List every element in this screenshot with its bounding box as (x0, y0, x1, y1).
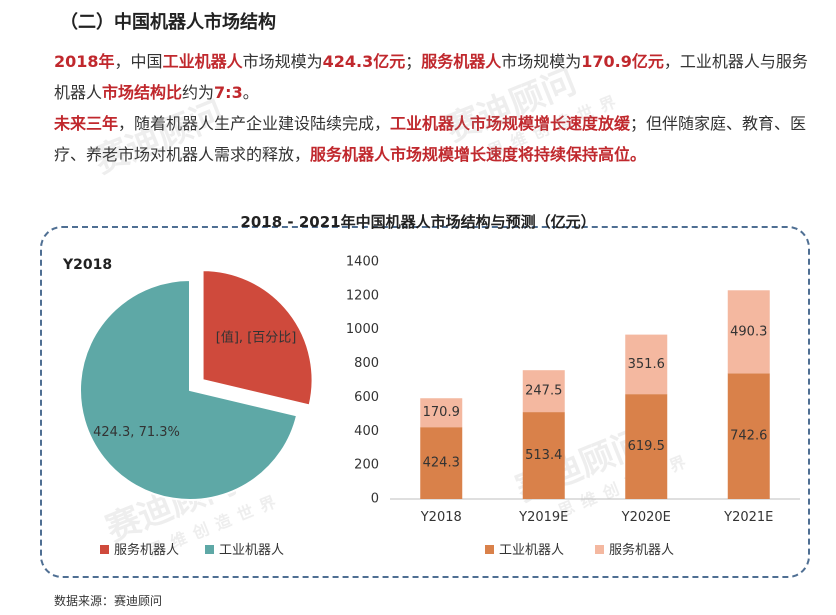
body-text: 市场规模为 (242, 52, 323, 71)
bar-segment (522, 412, 565, 499)
highlight-text: 服务机器人 (421, 52, 502, 71)
section-title: （二）中国机器人市场结构 (60, 12, 276, 33)
paragraph-outlook: 未来三年，随着机器人生产企业建设陆续完成，工业机器人市场规模增长速度放缓；但伴随… (54, 108, 814, 170)
chart-frame (40, 226, 810, 578)
bar-data-label: 619.5 (628, 439, 665, 454)
y-tick-label: 1000 (346, 322, 379, 337)
x-tick-label: Y2021E (723, 510, 773, 525)
x-tick-label: Y2020E (621, 510, 671, 525)
body-text: 约为 (182, 83, 215, 102)
bar-data-label: 170.9 (423, 405, 460, 420)
bar-data-label: 424.3 (423, 456, 460, 471)
bar-segment (625, 394, 668, 499)
y-tick-label: 1400 (346, 255, 379, 270)
highlight-text: 2018年 (54, 52, 115, 71)
legend-label: 服务机器人 (609, 542, 674, 558)
body-text: 。 (242, 83, 259, 102)
y-tick-label: 600 (354, 390, 379, 405)
pie-slice-label: [值], [百分比] (216, 329, 297, 345)
y-tick-label: 1200 (346, 288, 379, 303)
bar-segment (522, 370, 565, 413)
bar-segment (727, 290, 770, 374)
y-tick-label: 200 (354, 458, 379, 473)
body-text: ；但伴随家庭、教育、医疗、养老市场对机器人需求的释放， (54, 114, 807, 164)
legend-label: 服务机器人 (114, 542, 179, 558)
bar-data-label: 742.6 (730, 429, 767, 444)
pie-slice (79, 278, 299, 501)
bar-segment (420, 427, 463, 499)
pie-panel-label: Y2018 (63, 257, 113, 273)
highlight-text: 服务机器人市场规模增长速度将持续保持高位。 (310, 145, 647, 164)
bar-segment (420, 398, 463, 428)
legend-swatch (595, 545, 604, 554)
pie-slice-label: 424.3, 71.3% (93, 425, 180, 440)
body-text: ，工业机器人与服务机器人 (54, 52, 808, 102)
highlight-text: 424.3亿元 (322, 52, 406, 71)
body-text: ，中国 (114, 52, 163, 71)
x-tick-label: Y2019E (518, 510, 568, 525)
bar-data-label: 351.6 (628, 357, 665, 372)
y-tick-label: 0 (371, 492, 379, 507)
highlight-text: 工业机器人市场规模增长速度放缓 (390, 114, 631, 133)
x-tick-label: Y2018 (420, 510, 462, 525)
legend-label: 工业机器人 (499, 543, 564, 558)
y-tick-label: 800 (354, 356, 379, 371)
pie-slice (201, 269, 314, 407)
highlight-text: 7:3 (214, 83, 243, 102)
highlight-text: 未来三年 (54, 114, 119, 133)
highlight-text: 市场结构比 (102, 83, 183, 102)
paragraph-market-size: 2018年，中国工业机器人市场规模为424.3亿元；服务机器人市场规模为170.… (54, 46, 814, 108)
bar-data-label: 490.3 (730, 324, 767, 339)
legend-label: 工业机器人 (219, 543, 284, 558)
legend-swatch (205, 545, 214, 554)
y-tick-label: 400 (354, 424, 379, 439)
highlight-text: 工业机器人 (162, 52, 243, 71)
bar-data-label: 247.5 (525, 384, 562, 399)
legend-swatch (485, 545, 494, 554)
body-text: 市场规模为 (501, 52, 582, 71)
bar-segment (727, 373, 770, 499)
body-text: ，随着机器人生产企业建设陆续完成， (118, 114, 391, 133)
chart-title: 2018 - 2021年中国机器人市场结构与预测（亿元） (240, 213, 596, 231)
legend-swatch (100, 545, 109, 554)
data-source: 数据来源：赛迪顾问 (54, 594, 163, 608)
body-text: ； (405, 52, 422, 71)
bar-data-label: 513.4 (525, 448, 562, 463)
highlight-text: 170.9亿元 (581, 52, 664, 71)
bar-segment (625, 334, 668, 395)
